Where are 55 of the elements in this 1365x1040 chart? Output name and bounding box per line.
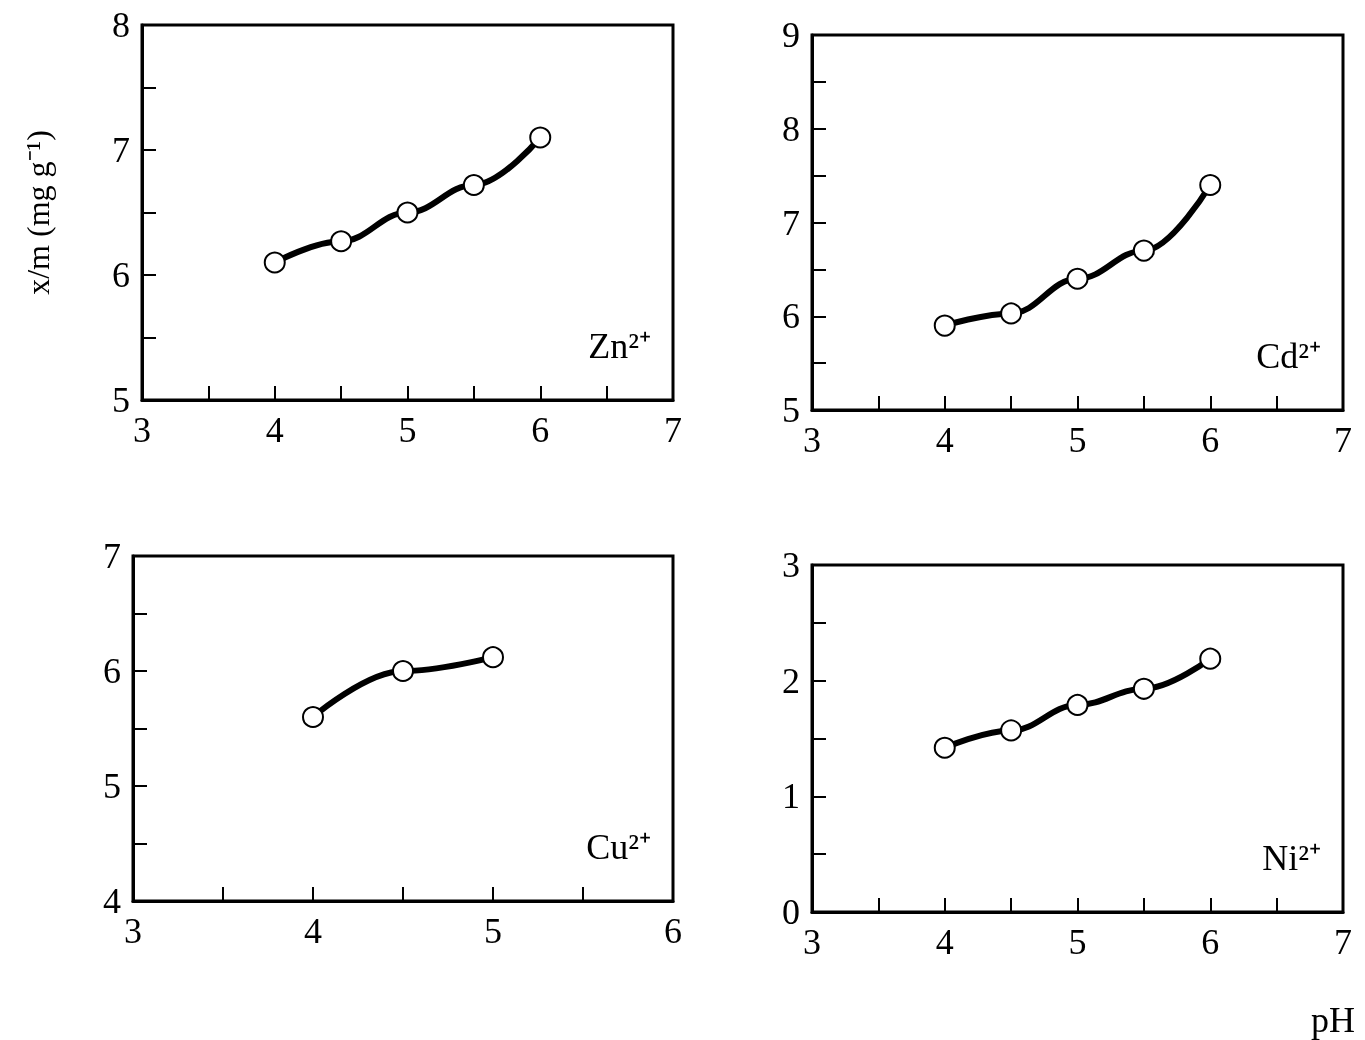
x-tick-label: 5 [1068, 420, 1087, 460]
x-tick-label: 5 [398, 410, 417, 450]
y-tick-label: 5 [103, 766, 121, 806]
point [392, 660, 414, 682]
x-tick-label: 6 [664, 911, 682, 951]
annotation: Cd²⁺ [1256, 336, 1322, 376]
y-tick-label: 7 [782, 202, 800, 243]
x-tick-label: 5 [1068, 922, 1087, 962]
point [396, 201, 419, 224]
y-tick-label: 1 [782, 776, 800, 817]
point [482, 646, 504, 669]
y-tick-label: 4 [103, 881, 121, 921]
x-tick-label: 4 [935, 420, 954, 460]
x-tick-label: 4 [935, 922, 954, 962]
y-axis-title: x/m (mg g⁻¹) [20, 130, 56, 295]
x-tick-label: 6 [531, 410, 550, 450]
y-tick-label: 8 [782, 108, 800, 149]
point [1132, 677, 1155, 700]
x-tick-label: 6 [1201, 922, 1220, 962]
x-tick-label: 5 [484, 911, 502, 951]
x-axis-title: pH [1311, 1000, 1355, 1040]
x-tick-label: 7 [664, 410, 682, 450]
y-tick-label: 9 [782, 15, 800, 55]
point [1066, 267, 1089, 290]
point [933, 314, 956, 337]
point [1066, 693, 1089, 716]
y-tick-label: 8 [112, 5, 130, 45]
x-tick-label: 7 [1334, 922, 1352, 962]
y-tick-label: 6 [782, 296, 800, 337]
point [1199, 174, 1222, 196]
annotation: Zn²⁺ [588, 326, 652, 366]
point [330, 230, 353, 253]
x-tick-label: 4 [304, 911, 322, 951]
point [302, 706, 324, 728]
y-tick-label: 6 [103, 651, 121, 691]
annotation: Ni²⁺ [1262, 838, 1321, 878]
x-tick-label: 7 [1334, 420, 1352, 460]
point [462, 174, 485, 196]
point [1132, 239, 1155, 262]
y-tick-label: 0 [782, 892, 800, 932]
y-tick-label: 6 [112, 255, 130, 295]
y-tick-label: 7 [112, 130, 130, 170]
point [1000, 302, 1023, 325]
y-tick-label: 2 [782, 660, 800, 701]
point [529, 126, 552, 149]
annotation: Cu²⁺ [586, 827, 652, 867]
x-tick-label: 6 [1201, 420, 1220, 460]
point [1000, 719, 1023, 742]
y-tick-label: 3 [782, 545, 800, 585]
x-tick-label: 4 [265, 410, 284, 450]
point [933, 736, 956, 759]
point [1199, 647, 1222, 670]
y-tick-label: 7 [103, 536, 121, 576]
y-tick-label: 5 [112, 380, 130, 420]
point [263, 251, 286, 274]
